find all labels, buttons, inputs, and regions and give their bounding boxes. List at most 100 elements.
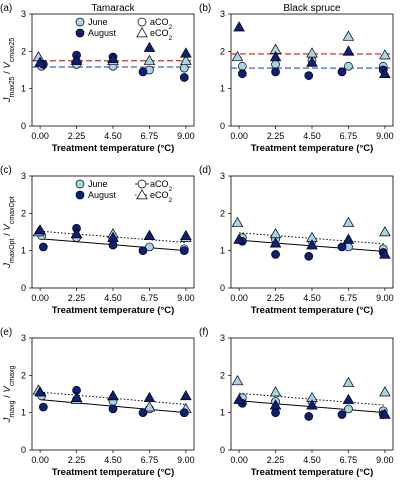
panel-f: (f) 0.00 2.25 4.50 6.75 9.00 0 1 2 3 Treatment tem… bbox=[199, 327, 394, 478]
x-axis-label: Treatment temperature (°C) bbox=[52, 305, 175, 316]
y-tick-label: 3 bbox=[21, 333, 26, 343]
x-tick-label: 6.75 bbox=[141, 131, 159, 141]
panel-e: (e) 0.00 2.25 4.50 6.75 9.00 0 1 2 3 Treatment tem… bbox=[0, 327, 195, 478]
x-tick-label: 6.75 bbox=[340, 131, 358, 141]
y-axis-label-part: J bbox=[2, 263, 13, 269]
data-point bbox=[271, 250, 280, 259]
data-point bbox=[306, 399, 318, 410]
x-tick-label: 0.00 bbox=[31, 455, 49, 465]
x-tick-label: 0.00 bbox=[230, 131, 248, 141]
data-point bbox=[237, 61, 247, 71]
data-point bbox=[271, 408, 280, 418]
y-axis-label-part: / bbox=[2, 69, 13, 77]
y-tick-label: 0 bbox=[220, 283, 225, 293]
data-point bbox=[337, 242, 347, 252]
panel-label: (f) bbox=[199, 327, 208, 338]
data-point bbox=[180, 229, 192, 240]
data-point bbox=[306, 47, 318, 58]
data-point bbox=[269, 386, 282, 397]
x-tick-label: 2.25 bbox=[267, 455, 285, 465]
data-point bbox=[143, 41, 156, 52]
data-point bbox=[237, 69, 247, 79]
data-point bbox=[179, 73, 189, 82]
y-tick-label: 0 bbox=[21, 445, 26, 455]
data-point bbox=[342, 393, 355, 404]
data-point bbox=[34, 386, 46, 397]
data-point bbox=[108, 404, 118, 414]
x-tick-label: 2.25 bbox=[267, 131, 285, 141]
legend-label: June bbox=[88, 179, 108, 189]
data-point bbox=[379, 248, 391, 259]
legend-label-sub: 2 bbox=[169, 186, 173, 193]
y-axis-label-part: / bbox=[2, 393, 13, 401]
data-point bbox=[233, 21, 245, 32]
data-point bbox=[38, 242, 48, 252]
y-axis-label-part: maxOpt bbox=[9, 238, 16, 263]
x-axis-label: Treatment temperature (°C) bbox=[251, 143, 374, 154]
y-axis-label-part: maxg bbox=[9, 400, 16, 417]
data-point bbox=[38, 402, 48, 412]
y-tick-label: 0 bbox=[220, 121, 225, 131]
x-tick-label: 0.00 bbox=[230, 293, 248, 303]
data-point bbox=[179, 246, 189, 256]
x-tick-label: 9.00 bbox=[177, 455, 195, 465]
data-point bbox=[143, 229, 156, 240]
x-tick-label: 6.75 bbox=[340, 455, 358, 465]
y-axis-label-part: J bbox=[2, 417, 13, 423]
y-axis-label-part: cmaxg bbox=[9, 366, 16, 387]
data-point bbox=[342, 45, 355, 56]
data-point bbox=[143, 54, 156, 65]
legend-marker bbox=[136, 189, 148, 200]
x-axis-label: Treatment temperature (°C) bbox=[52, 467, 175, 478]
y-tick-label: 2 bbox=[21, 208, 26, 218]
y-axis-label-part: max25 bbox=[9, 76, 16, 97]
y-tick-label: 1 bbox=[220, 246, 225, 256]
panel-b: (b) Black spruce 0.00 2.25 4.50 6.75 9.00 0 1 2 3 T… bbox=[199, 3, 394, 154]
data-point bbox=[138, 246, 148, 256]
y-tick-label: 0 bbox=[220, 445, 225, 455]
data-point bbox=[143, 391, 156, 402]
data-point bbox=[304, 71, 314, 80]
y-axis-label: Jmaxg / Vcmaxg bbox=[2, 366, 16, 424]
y-tick-label: 2 bbox=[220, 370, 225, 380]
y-tick-label: 3 bbox=[21, 9, 26, 19]
x-tick-label: 4.50 bbox=[303, 455, 321, 465]
y-tick-label: 2 bbox=[220, 46, 225, 56]
data-point bbox=[269, 227, 282, 239]
y-tick-label: 0 bbox=[21, 121, 26, 131]
data-point bbox=[34, 224, 46, 235]
data-point bbox=[379, 226, 391, 237]
x-axis-label: Treatment temperature (°C) bbox=[52, 143, 175, 154]
data-point bbox=[70, 54, 83, 65]
x-tick-label: 6.75 bbox=[141, 293, 159, 303]
data-point bbox=[379, 408, 391, 419]
y-axis-label-part: V bbox=[2, 385, 13, 393]
y-tick-label: 1 bbox=[220, 408, 225, 418]
y-tick-label: 1 bbox=[21, 246, 26, 256]
x-tick-label: 4.50 bbox=[303, 131, 321, 141]
legend-label: August bbox=[88, 190, 117, 200]
data-point bbox=[180, 54, 192, 65]
y-tick-label: 1 bbox=[220, 84, 225, 94]
data-point bbox=[180, 47, 192, 58]
panel-title: Tamarack bbox=[91, 3, 135, 14]
data-point bbox=[34, 56, 46, 67]
data-point bbox=[231, 375, 244, 386]
y-tick-label: 3 bbox=[220, 171, 225, 181]
y-axis-label-part: V bbox=[2, 223, 13, 231]
data-point bbox=[107, 231, 119, 242]
data-point bbox=[379, 49, 391, 60]
x-tick-label: 6.75 bbox=[141, 455, 159, 465]
data-point bbox=[304, 412, 314, 421]
data-point bbox=[342, 376, 355, 388]
panel-label: (a) bbox=[0, 3, 12, 14]
x-tick-label: 2.25 bbox=[68, 293, 86, 303]
legend-marker bbox=[75, 17, 85, 27]
x-tick-label: 4.50 bbox=[104, 455, 122, 465]
data-point bbox=[70, 391, 83, 402]
y-axis-label-part: cmaxOpt bbox=[9, 196, 16, 224]
panel-label: (d) bbox=[199, 165, 211, 176]
data-point bbox=[233, 233, 245, 244]
data-point bbox=[379, 67, 391, 78]
